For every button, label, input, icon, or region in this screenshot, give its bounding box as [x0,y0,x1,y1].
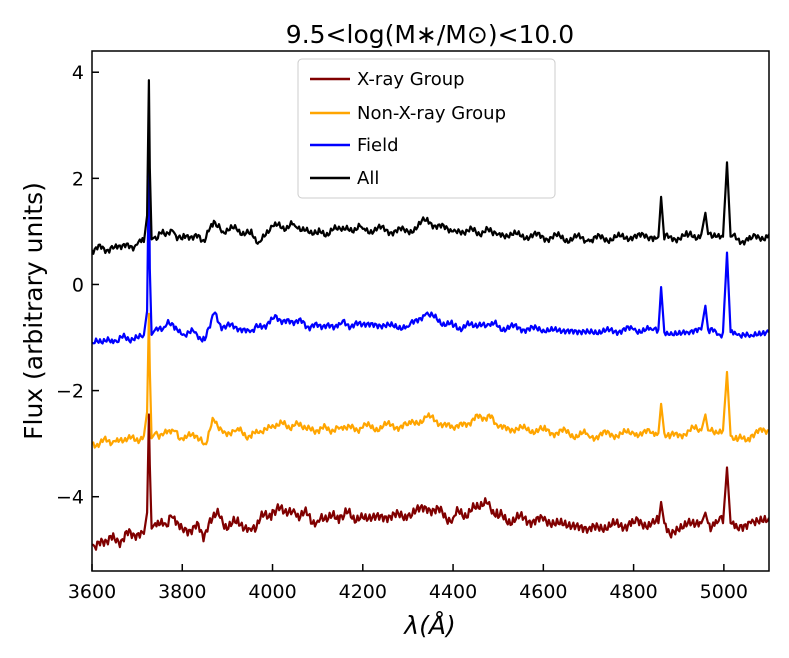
axis-ticks: 3600 3800 4000 4200 4400 4600 4800 5000 −4 −2 0 2 4 [56,62,748,603]
legend-label-non-x-ray-group: Non-X-ray Group [357,103,506,124]
legend-label-x-ray-group: X-ray Group [357,69,465,90]
series-line-field [92,156,769,345]
series-line-non-x-ray-group [92,312,769,449]
x-tick-label: 4000 [248,581,296,603]
x-tick-label: 4400 [429,581,477,603]
y-tick-label: 0 [72,274,84,296]
legend-box [297,58,556,199]
x-tick-label: 5000 [700,581,748,603]
x-tick-label: 4200 [339,581,387,603]
plot-area [92,79,769,551]
x-tick-label: 3800 [158,581,206,603]
y-axis-title: Flux (arbitrary units) [19,182,48,440]
x-axis-title: λ(Å) [402,611,455,640]
series-line-all [92,79,769,255]
series-line-x-ray-group [92,413,769,551]
y-tick-label: 2 [72,168,84,190]
legend: X-ray Group Non-X-ray Group Field All [297,58,556,199]
x-tick-label: 4600 [519,581,567,603]
series-layer [92,79,769,551]
y-tick-label: −2 [56,381,84,403]
chart-title: 9.5<log(M∗/M⊙)<10.0 [286,20,574,49]
legend-label-field: Field [357,135,399,156]
legend-label-all: All [357,168,379,189]
y-tick-label: 4 [72,62,84,84]
x-tick-label: 3600 [68,581,116,603]
x-tick-label: 4800 [609,581,657,603]
y-tick-label: −4 [56,487,84,509]
plot-frame [91,50,770,572]
